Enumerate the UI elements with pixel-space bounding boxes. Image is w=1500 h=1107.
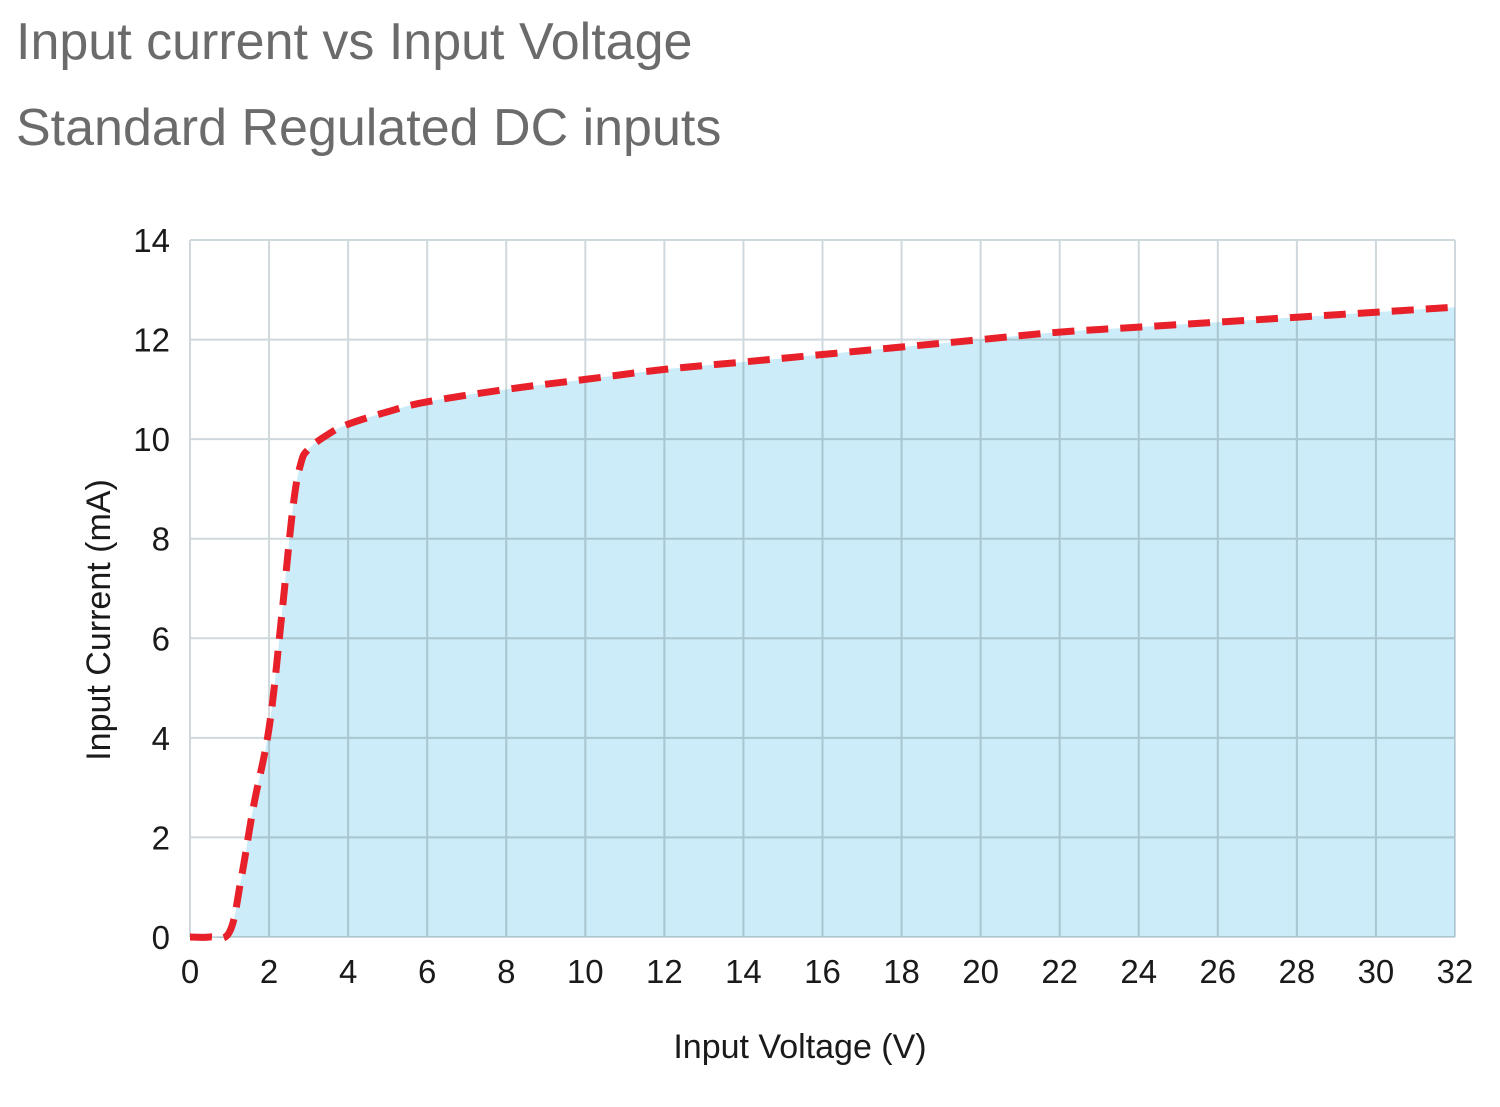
chart-subtitle: Standard Regulated DC inputs	[16, 99, 722, 157]
y-tick-label: 8	[152, 521, 170, 558]
current-series-line	[189, 303, 1456, 942]
y-tick-label: 12	[133, 322, 170, 359]
x-tick-label: 14	[725, 953, 762, 990]
x-tick-label: 10	[567, 953, 604, 990]
x-tick-label: 0	[181, 953, 199, 990]
x-tick-label: 12	[646, 953, 683, 990]
x-tick-label: 26	[1199, 953, 1236, 990]
x-tick-label: 8	[497, 953, 515, 990]
x-tick-labels: 0 2 4 6 8 10 12 14 16 18 20 22 24 26 28 30 32	[181, 953, 1474, 990]
y-tick-label: 4	[152, 720, 170, 757]
x-tick-label: 24	[1120, 953, 1157, 990]
line-layer	[189, 303, 1456, 942]
x-tick-label: 6	[418, 953, 436, 990]
grid-layer	[189, 239, 1456, 938]
x-tick-label: 30	[1358, 953, 1395, 990]
x-tick-label: 22	[1041, 953, 1078, 990]
chart-title: Input current vs Input Voltage	[16, 13, 693, 71]
y-axis-label: Input Current (mA)	[80, 479, 118, 761]
x-tick-label: 20	[962, 953, 999, 990]
y-tick-label: 14	[133, 222, 170, 259]
y-tick-label: 6	[152, 620, 170, 657]
x-tick-label: 2	[260, 953, 278, 990]
y-tick-label: 10	[133, 421, 170, 458]
x-tick-label: 16	[804, 953, 841, 990]
y-tick-label: 0	[152, 919, 170, 956]
x-tick-label: 32	[1437, 953, 1474, 990]
y-tick-labels: 0 2 4 6 8 10 12 14	[133, 222, 170, 956]
x-axis-label: Input Voltage (V)	[673, 1028, 926, 1066]
x-tick-label: 18	[883, 953, 920, 990]
x-tick-label: 4	[339, 953, 357, 990]
x-tick-label: 28	[1279, 953, 1316, 990]
y-tick-label: 2	[152, 819, 170, 856]
